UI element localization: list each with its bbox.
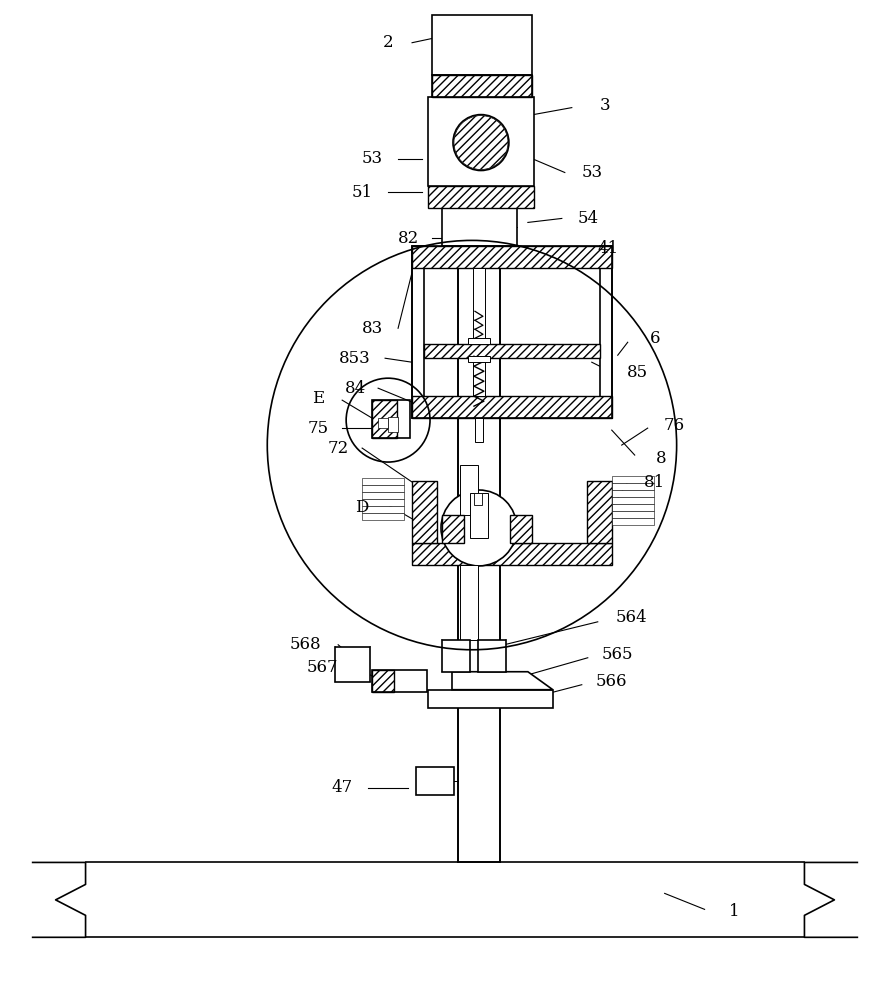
Bar — [432, 75, 532, 97]
Bar — [428, 97, 534, 186]
Text: 75: 75 — [308, 420, 328, 437]
Text: 47: 47 — [332, 779, 352, 796]
Bar — [362, 506, 404, 513]
Text: 84: 84 — [344, 380, 366, 397]
Text: 54: 54 — [578, 210, 598, 227]
Text: E: E — [312, 390, 324, 407]
Text: 566: 566 — [596, 673, 627, 690]
Text: 85: 85 — [627, 364, 648, 381]
Text: 53: 53 — [361, 150, 383, 167]
Bar — [372, 400, 397, 438]
Text: 81: 81 — [644, 474, 666, 491]
Text: 3: 3 — [600, 97, 610, 114]
Bar — [428, 690, 553, 708]
Text: 8: 8 — [656, 450, 667, 467]
Bar — [468, 338, 490, 344]
Text: 564: 564 — [616, 609, 648, 626]
Bar — [412, 396, 611, 418]
Bar — [378, 418, 388, 428]
Text: 72: 72 — [328, 440, 349, 457]
Bar — [432, 75, 532, 97]
Bar — [412, 246, 611, 418]
Bar — [442, 640, 470, 672]
Text: 567: 567 — [306, 659, 338, 676]
Bar — [362, 492, 404, 499]
Bar — [442, 208, 517, 246]
Bar — [460, 565, 478, 640]
Bar — [611, 490, 653, 497]
Text: 51: 51 — [352, 184, 373, 201]
Bar — [473, 268, 485, 396]
Bar — [362, 478, 404, 485]
Bar — [362, 499, 404, 506]
Bar — [412, 246, 424, 418]
Bar — [428, 186, 534, 208]
Bar — [600, 246, 611, 418]
Circle shape — [441, 490, 517, 566]
Bar — [336, 647, 370, 682]
Bar — [442, 515, 464, 543]
Bar — [362, 485, 404, 492]
Bar — [611, 518, 653, 525]
Text: 2: 2 — [383, 34, 393, 51]
Polygon shape — [452, 672, 553, 690]
Bar — [468, 356, 490, 362]
Bar — [388, 417, 398, 432]
Bar — [510, 515, 532, 543]
Text: 53: 53 — [581, 164, 603, 181]
Bar — [412, 481, 437, 543]
Bar — [611, 483, 653, 490]
Text: 565: 565 — [602, 646, 634, 663]
Bar — [372, 400, 410, 438]
Bar — [424, 344, 600, 358]
Bar — [362, 513, 404, 520]
Bar — [475, 418, 483, 442]
Text: 1: 1 — [729, 903, 740, 920]
Text: 41: 41 — [597, 240, 619, 257]
Text: 6: 6 — [650, 330, 659, 347]
Bar — [412, 543, 611, 565]
Bar — [372, 670, 427, 692]
Bar — [478, 640, 506, 672]
Bar — [474, 493, 482, 505]
Text: D: D — [355, 499, 368, 516]
Bar — [412, 246, 611, 268]
Bar — [587, 481, 611, 543]
Bar — [611, 497, 653, 504]
Bar — [460, 465, 478, 515]
Bar — [470, 493, 488, 538]
Text: 568: 568 — [289, 636, 321, 653]
Bar — [416, 767, 454, 795]
Text: 853: 853 — [339, 350, 371, 367]
Bar — [432, 15, 532, 75]
Bar — [372, 670, 394, 692]
Bar — [611, 504, 653, 511]
Bar — [458, 76, 500, 862]
Bar — [611, 511, 653, 518]
Text: 76: 76 — [664, 417, 685, 434]
Text: 83: 83 — [361, 320, 383, 337]
Bar — [611, 476, 653, 483]
Text: 82: 82 — [398, 230, 418, 247]
